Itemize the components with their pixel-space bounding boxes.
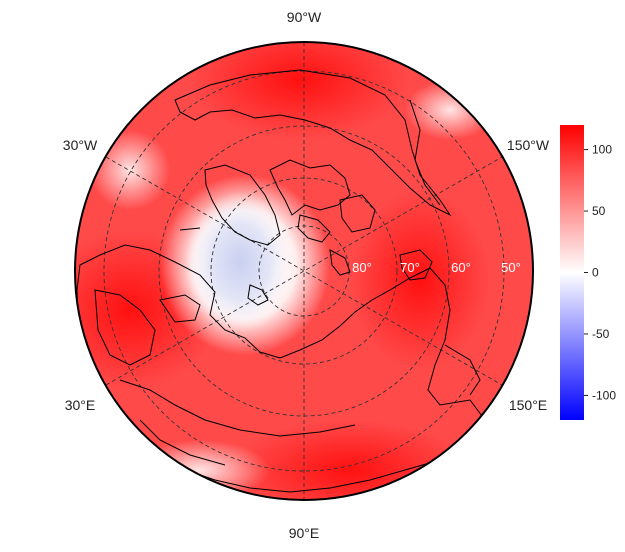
lon-label-90e: 90°E	[289, 525, 320, 541]
lat-label-50: 50°	[501, 260, 521, 275]
colorbar-tick-label: -50	[592, 327, 610, 341]
latitude-labels: 80° 70° 60° 50°	[352, 260, 521, 275]
meridian-30w-150e	[105, 156, 503, 386]
longitude-labels: 90°W 30°W 150°W 30°E 150°E 90°E	[63, 9, 550, 541]
lat-label-60: 60°	[451, 260, 471, 275]
colorbar-tick-label: 0	[592, 266, 599, 280]
map-boundary	[74, 41, 534, 501]
lat-label-70: 70°	[400, 260, 420, 275]
lon-label-150e: 150°E	[509, 397, 547, 413]
colorbar-ticks: 100 50 0 -50 -100	[584, 143, 616, 402]
lon-label-90w: 90°W	[287, 9, 322, 25]
lon-label-150w: 150°W	[507, 137, 550, 153]
colorbar-tick-label: 50	[592, 204, 606, 218]
lon-label-30e: 30°E	[65, 397, 96, 413]
colorbar-tick-label: -100	[592, 388, 616, 402]
lat-circle-50	[103, 70, 505, 472]
lat-label-80: 80°	[352, 260, 372, 275]
colorbar-tick-label: 100	[592, 143, 612, 157]
lon-label-30w: 30°W	[63, 137, 98, 153]
colorbar-gradient	[560, 125, 584, 420]
colorbar: 100 50 0 -50 -100	[560, 125, 616, 420]
